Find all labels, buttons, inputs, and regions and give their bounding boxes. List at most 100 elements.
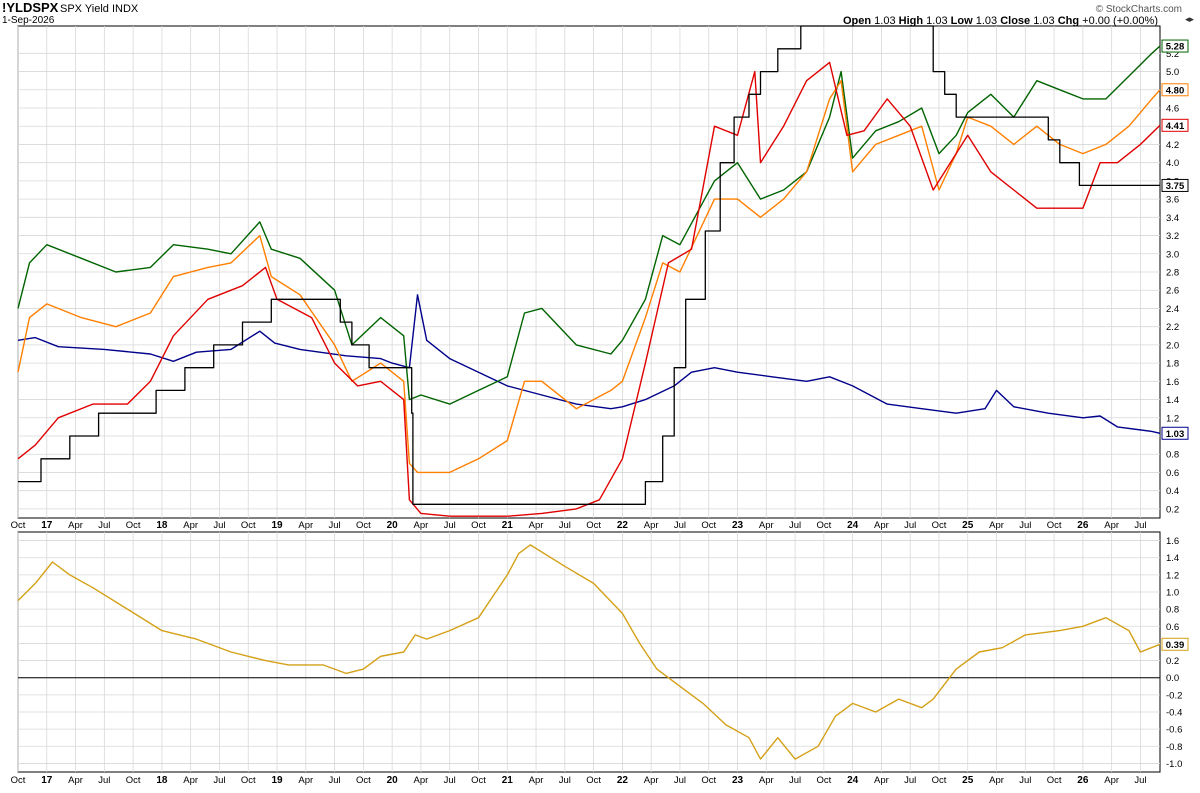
- y-tick-label: 1.2: [1166, 570, 1179, 581]
- y-tick-label: 2.2: [1166, 322, 1179, 333]
- last-value-label: 3.75: [1166, 181, 1185, 192]
- legend-label-30y: 30-Year US Treasury Yield (EOD) 5.28 (1 …: [30, 39, 227, 50]
- series-line-t2: [17, 61, 1161, 517]
- x-tick-label: 25: [962, 775, 974, 786]
- y-tick-label: 0.4: [1166, 486, 1179, 497]
- x-tick-label: Oct: [586, 775, 601, 786]
- stockcharts-watermark: © StockCharts.com: [1095, 4, 1182, 15]
- ohlc-readout: Open 1.03 High 1.03 Low 1.03 Close 1.03 …: [843, 15, 1158, 28]
- y-tick-label: -0.4: [1166, 708, 1182, 719]
- x-tick-label: Apr: [529, 520, 544, 531]
- x-tick-label: Jul: [789, 520, 801, 531]
- y-tick-label: -0.2: [1166, 690, 1182, 701]
- x-tick-label: 20: [387, 775, 399, 786]
- x-tick-label: Jul: [329, 775, 341, 786]
- x-tick-label: 26: [1077, 520, 1089, 531]
- series-line-spread: [17, 544, 1161, 760]
- y-tick-label: 0.0: [1166, 673, 1179, 684]
- x-tick-label: 23: [732, 520, 744, 531]
- x-tick-label: 24: [847, 775, 859, 786]
- x-tick-label: Apr: [414, 775, 429, 786]
- y-tick-label: 1.4: [1166, 395, 1179, 406]
- x-tick-label: Apr: [644, 775, 659, 786]
- y-tick-label: 0.2: [1166, 656, 1179, 667]
- x-tick-label: Jul: [444, 775, 456, 786]
- legend-label-spread: 10-Year US Treasury Yield (EOD)-2-Year U…: [30, 535, 366, 546]
- x-tick-label: 20: [387, 520, 399, 531]
- chg-label: Chg: [1057, 15, 1080, 27]
- x-tick-label: 26: [1077, 775, 1089, 786]
- x-tick-label: Oct: [241, 520, 256, 531]
- x-tick-label: 22: [617, 775, 629, 786]
- x-tick-label: 22: [617, 520, 629, 531]
- x-tick-label: Apr: [989, 775, 1004, 786]
- y-tick-label: 1.6: [1166, 377, 1179, 388]
- x-tick-label: Jul: [789, 775, 801, 786]
- y-tick-label: 3.0: [1166, 249, 1179, 260]
- panel-lower: Oct 17 Apr Jul Oct 18 Apr Jul Oct 19 Apr Jul Oct 20 Ap…: [11, 531, 1189, 786]
- series-line-t10: [17, 80, 1161, 474]
- y-tick-label: 1.2: [1166, 413, 1179, 424]
- x-tick-label: 18: [156, 520, 168, 531]
- y-tick-label: 1.4: [1166, 553, 1179, 564]
- x-tick-label: Apr: [183, 775, 198, 786]
- last-value-box: [1161, 426, 1189, 440]
- legend-label-spx: SPX Yield (Daily) 1.03 (1 Sep): [30, 28, 158, 39]
- x-tick-label: Oct: [356, 775, 371, 786]
- x-tick-label: Oct: [126, 520, 141, 531]
- x-tick-label: Jul: [213, 520, 225, 531]
- legend-item-spx: SPX Yield (Daily) 1.03 (1 Sep): [19, 28, 252, 39]
- last-value-box: [1161, 83, 1189, 97]
- panel-frame-main: [17, 25, 1161, 519]
- panel-main: Oct 17 Apr Jul Oct 18 Apr Jul Oct 19 Apr Jul Oct 20 Ap…: [11, 25, 1189, 531]
- y-tick-label: 0.4: [1166, 639, 1179, 650]
- y-tick-label: -0.6: [1166, 725, 1182, 736]
- x-tick-label: Apr: [759, 775, 774, 786]
- x-tick-label: Oct: [471, 775, 486, 786]
- x-tick-label: Jul: [674, 775, 686, 786]
- x-tick-label: Oct: [241, 775, 256, 786]
- y-tick-label: 5.2: [1166, 49, 1179, 60]
- x-tick-label: Apr: [298, 520, 313, 531]
- x-tick-label: Oct: [701, 520, 716, 531]
- x-tick-label: Apr: [759, 520, 774, 531]
- last-value-label: 5.28: [1166, 42, 1185, 53]
- legend-swatch-30y: [19, 43, 27, 46]
- x-tick-label: Jul: [444, 520, 456, 531]
- x-tick-label: 23: [732, 775, 744, 786]
- x-tick-label: Oct: [932, 775, 947, 786]
- y-tick-label: 2.6: [1166, 286, 1179, 297]
- x-tick-label: Oct: [471, 520, 486, 531]
- x-tick-label: Apr: [1104, 775, 1119, 786]
- last-value-box: [1161, 637, 1189, 651]
- x-tick-label: Oct: [816, 775, 831, 786]
- y-tick-label: 4.8: [1166, 85, 1179, 96]
- x-tick-label: Jul: [98, 520, 110, 531]
- legend-label-2y: 2-Year US Treasury Yield (EOD) 4.41 (1 S…: [30, 61, 221, 72]
- x-tick-label: Apr: [1104, 520, 1119, 531]
- x-tick-label: Jul: [904, 775, 916, 786]
- symbol-description: SPX Yield INDX: [60, 3, 139, 15]
- y-tick-label: 0.8: [1166, 450, 1179, 461]
- x-tick-label: Jul: [674, 520, 686, 531]
- last-value-label: 4.80: [1166, 85, 1185, 96]
- legend-swatch-fed: [19, 76, 27, 79]
- y-tick-label: 3.4: [1166, 213, 1179, 224]
- y-tick-label: 4.2: [1166, 140, 1179, 151]
- legend-swatch-10y: [19, 54, 27, 57]
- y-tick-label: 4.4: [1166, 122, 1179, 133]
- x-tick-label: Jul: [329, 520, 341, 531]
- last-value-label: 4.41: [1166, 121, 1185, 132]
- y-tick-label: 1.0: [1166, 432, 1179, 443]
- high-value: 1.03: [926, 15, 948, 27]
- x-tick-label: Jul: [213, 775, 225, 786]
- y-tick-label: 1.0: [1166, 588, 1179, 599]
- legend-swatch-2y: [19, 65, 27, 68]
- scroll-arrows-icon[interactable]: ◂▸: [1184, 14, 1194, 24]
- y-tick-label: -1.0: [1166, 759, 1182, 770]
- open-value: 1.03: [874, 15, 896, 27]
- x-tick-label: Apr: [989, 520, 1004, 531]
- x-tick-label: 21: [502, 520, 514, 531]
- y-tick-label: 3.2: [1166, 231, 1179, 242]
- x-tick-label: Oct: [932, 520, 947, 531]
